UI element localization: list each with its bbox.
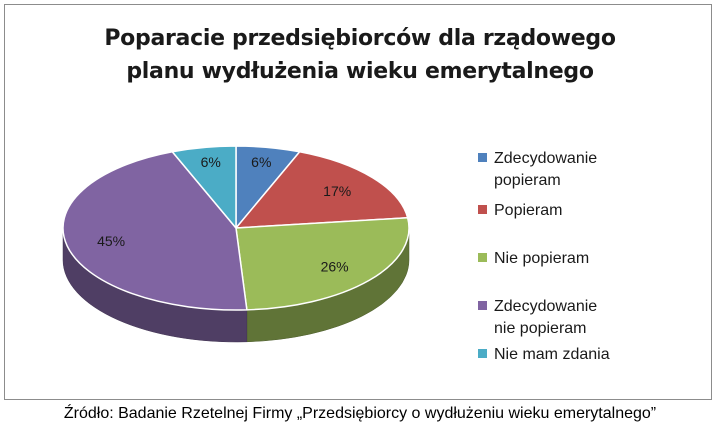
legend-swatch: [478, 349, 487, 358]
legend-label: Popieram: [494, 202, 563, 219]
legend-label: Zdecydowanie nie popieram: [494, 298, 598, 337]
chart-title: Poparacie przedsiębiorców dla rządowego …: [80, 22, 640, 88]
legend-label: Nie popieram: [494, 250, 590, 267]
pie-chart: 6% 17% 26% 45% 6%: [62, 145, 410, 343]
chart-title-line-2: planu wydłużenia wieku emerytalnego: [126, 59, 594, 84]
legend-swatch: [478, 153, 487, 162]
data-label-1: 6%: [251, 154, 271, 170]
pie-slice-2: [235, 151, 409, 229]
data-label-5: 6%: [201, 154, 221, 170]
pie-slice-3: [235, 216, 410, 311]
source-note: Źródło: Badanie Rzetelnej Firmy „Przedsi…: [63, 405, 657, 422]
legend-swatch: [478, 253, 487, 262]
data-label-4: 45%: [97, 233, 125, 249]
pie-slice-5: [171, 145, 237, 229]
data-label-2: 17%: [323, 183, 351, 199]
legend-swatch: [478, 301, 487, 310]
legend-label: Zdecydowanie popieram: [494, 150, 598, 189]
pie-slices: [62, 145, 410, 311]
legend-label: Nie mam zdania: [494, 346, 610, 363]
legend-swatch: [478, 205, 487, 214]
pie-slice-4: [62, 151, 248, 311]
data-label-3: 26%: [321, 259, 349, 275]
chart-title-line-1: Poparacie przedsiębiorców dla rządowego: [104, 26, 616, 51]
data-labels: 6% 17% 26% 45% 6%: [97, 154, 351, 275]
